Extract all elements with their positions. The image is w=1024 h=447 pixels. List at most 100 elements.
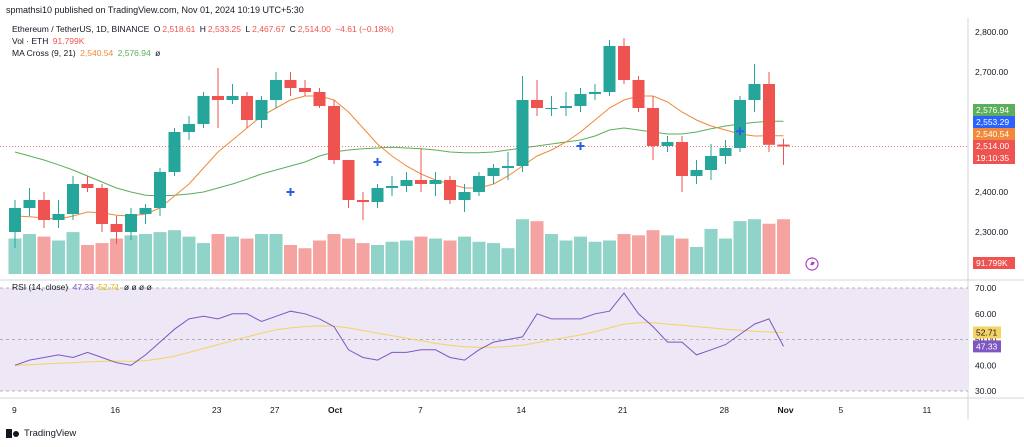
price-label-tag: [973, 116, 1015, 128]
candle-body: [690, 170, 703, 176]
open-value: 2,518.61: [162, 24, 196, 34]
time-tick-label: 9: [12, 405, 17, 415]
candle-body: [23, 200, 36, 208]
low-value: 2,467.67: [252, 24, 286, 34]
volume-bar: [110, 238, 123, 274]
candle-body: [545, 108, 558, 109]
candle-body: [574, 94, 587, 106]
time-tick-label: 27: [270, 405, 280, 415]
volume-legend: Vol · ETH 91.799K: [12, 36, 86, 46]
volume-bar: [255, 234, 268, 274]
volume-bar: [182, 236, 196, 274]
volume-bar: [139, 234, 152, 274]
rsi-line: [14, 292, 784, 366]
candle-body: [125, 214, 137, 232]
candle-body: [81, 184, 94, 188]
volume-bar: [704, 228, 718, 274]
volume-bar: [8, 238, 22, 274]
candle-body: [226, 96, 239, 100]
candle-body: [270, 80, 282, 100]
low-label: L: [245, 24, 251, 34]
candle-body: [183, 124, 195, 132]
volume-bar: [516, 219, 529, 274]
price-label-tag: [973, 128, 1015, 140]
price-tick-label: 2,300.00: [975, 227, 1008, 237]
volume-bar: [559, 240, 573, 274]
price-label-text: 2,576.94: [976, 105, 1009, 115]
candle-body: [197, 96, 210, 124]
candle-body: [516, 100, 529, 166]
candle-body: [9, 208, 21, 232]
candle-body: [342, 160, 355, 200]
volume-bar: [661, 235, 674, 274]
rsi-label-text: 47.33: [976, 341, 998, 351]
volume-bar: [168, 230, 181, 274]
volume-bar: [226, 236, 239, 274]
ma-fast-value: 2,540.54: [80, 48, 114, 58]
ma-fast-line: [14, 95, 784, 220]
candle-body: [705, 156, 717, 170]
volume-bar: [414, 236, 428, 274]
time-tick-label: 11: [923, 405, 932, 415]
candle-body: [618, 46, 630, 80]
volume-bar: [617, 234, 631, 274]
volume-bar: [211, 234, 225, 274]
ma-cross-legend: MA Cross (9, 21) 2,540.54 2,576.94 ø: [12, 48, 162, 58]
time-tick-label: 14: [517, 405, 527, 415]
volume-label: Vol · ETH: [12, 36, 49, 46]
candle-body: [632, 80, 645, 108]
symbol-legend: Ethereum / TetherUS, 1D, BINANCE O 2,518.…: [12, 24, 396, 34]
rsi-label-tag: [973, 340, 1001, 353]
volume-bar: [124, 235, 138, 274]
volume-bar: [356, 243, 370, 274]
candle-body: [429, 180, 442, 184]
volume-bar: [545, 234, 558, 274]
volume-bar: [472, 241, 486, 274]
symbol-name: Ethereum / TetherUS, 1D, BINANCE: [12, 24, 150, 34]
volume-bar: [762, 223, 776, 274]
candle-body: [487, 168, 500, 176]
rsi-null-values: ø ø ø ø: [123, 282, 152, 292]
rsi-tick-label: 50.00: [975, 335, 997, 345]
time-tick-label: Oct: [328, 405, 342, 415]
candle-body: [676, 142, 688, 176]
volume-bar: [748, 219, 761, 274]
price-tick-label: 2,800.00: [975, 27, 1008, 37]
candle-body: [400, 180, 413, 186]
volume-bar: [632, 235, 645, 274]
volume-bar: [37, 236, 51, 274]
candle-body: [96, 188, 108, 224]
volume-bar: [284, 245, 297, 274]
volume-bar: [501, 248, 515, 274]
time-tick-label: 16: [111, 405, 121, 415]
rsi-label-text: 52.71: [976, 328, 998, 338]
close-value: 2,514.00: [297, 24, 331, 34]
volume-bar: [371, 245, 384, 274]
time-tick-label: 28: [720, 405, 730, 415]
volume-bar: [733, 221, 747, 274]
rsi-label: RSI (14, close): [12, 282, 69, 292]
price-label-text: 2,514.00: [976, 141, 1009, 151]
rsi-ma-value: 52.71: [98, 282, 120, 292]
volume-bar: [153, 232, 167, 274]
candle-body: [386, 186, 398, 188]
candle-body: [154, 172, 166, 208]
rsi-ma-line: [14, 322, 784, 366]
price-tick-label: 2,400.00: [975, 187, 1008, 197]
candle-body: [299, 88, 311, 92]
candle-body: [444, 180, 456, 200]
candle-body: [212, 96, 224, 100]
volume-bar: [66, 232, 80, 274]
candle-body: [328, 106, 340, 160]
tradingview-logo[interactable]: TradingView: [6, 428, 76, 439]
price-tick-label: 2,700.00: [975, 67, 1008, 77]
candle-body: [734, 100, 746, 148]
time-tick-label: 23: [212, 405, 222, 415]
close-label: C: [289, 24, 296, 34]
candle-body: [458, 192, 471, 200]
candle-body: [139, 208, 152, 214]
open-label: O: [153, 24, 161, 34]
rsi-tick-label: 60.00: [975, 309, 997, 319]
high-label: H: [199, 24, 206, 34]
